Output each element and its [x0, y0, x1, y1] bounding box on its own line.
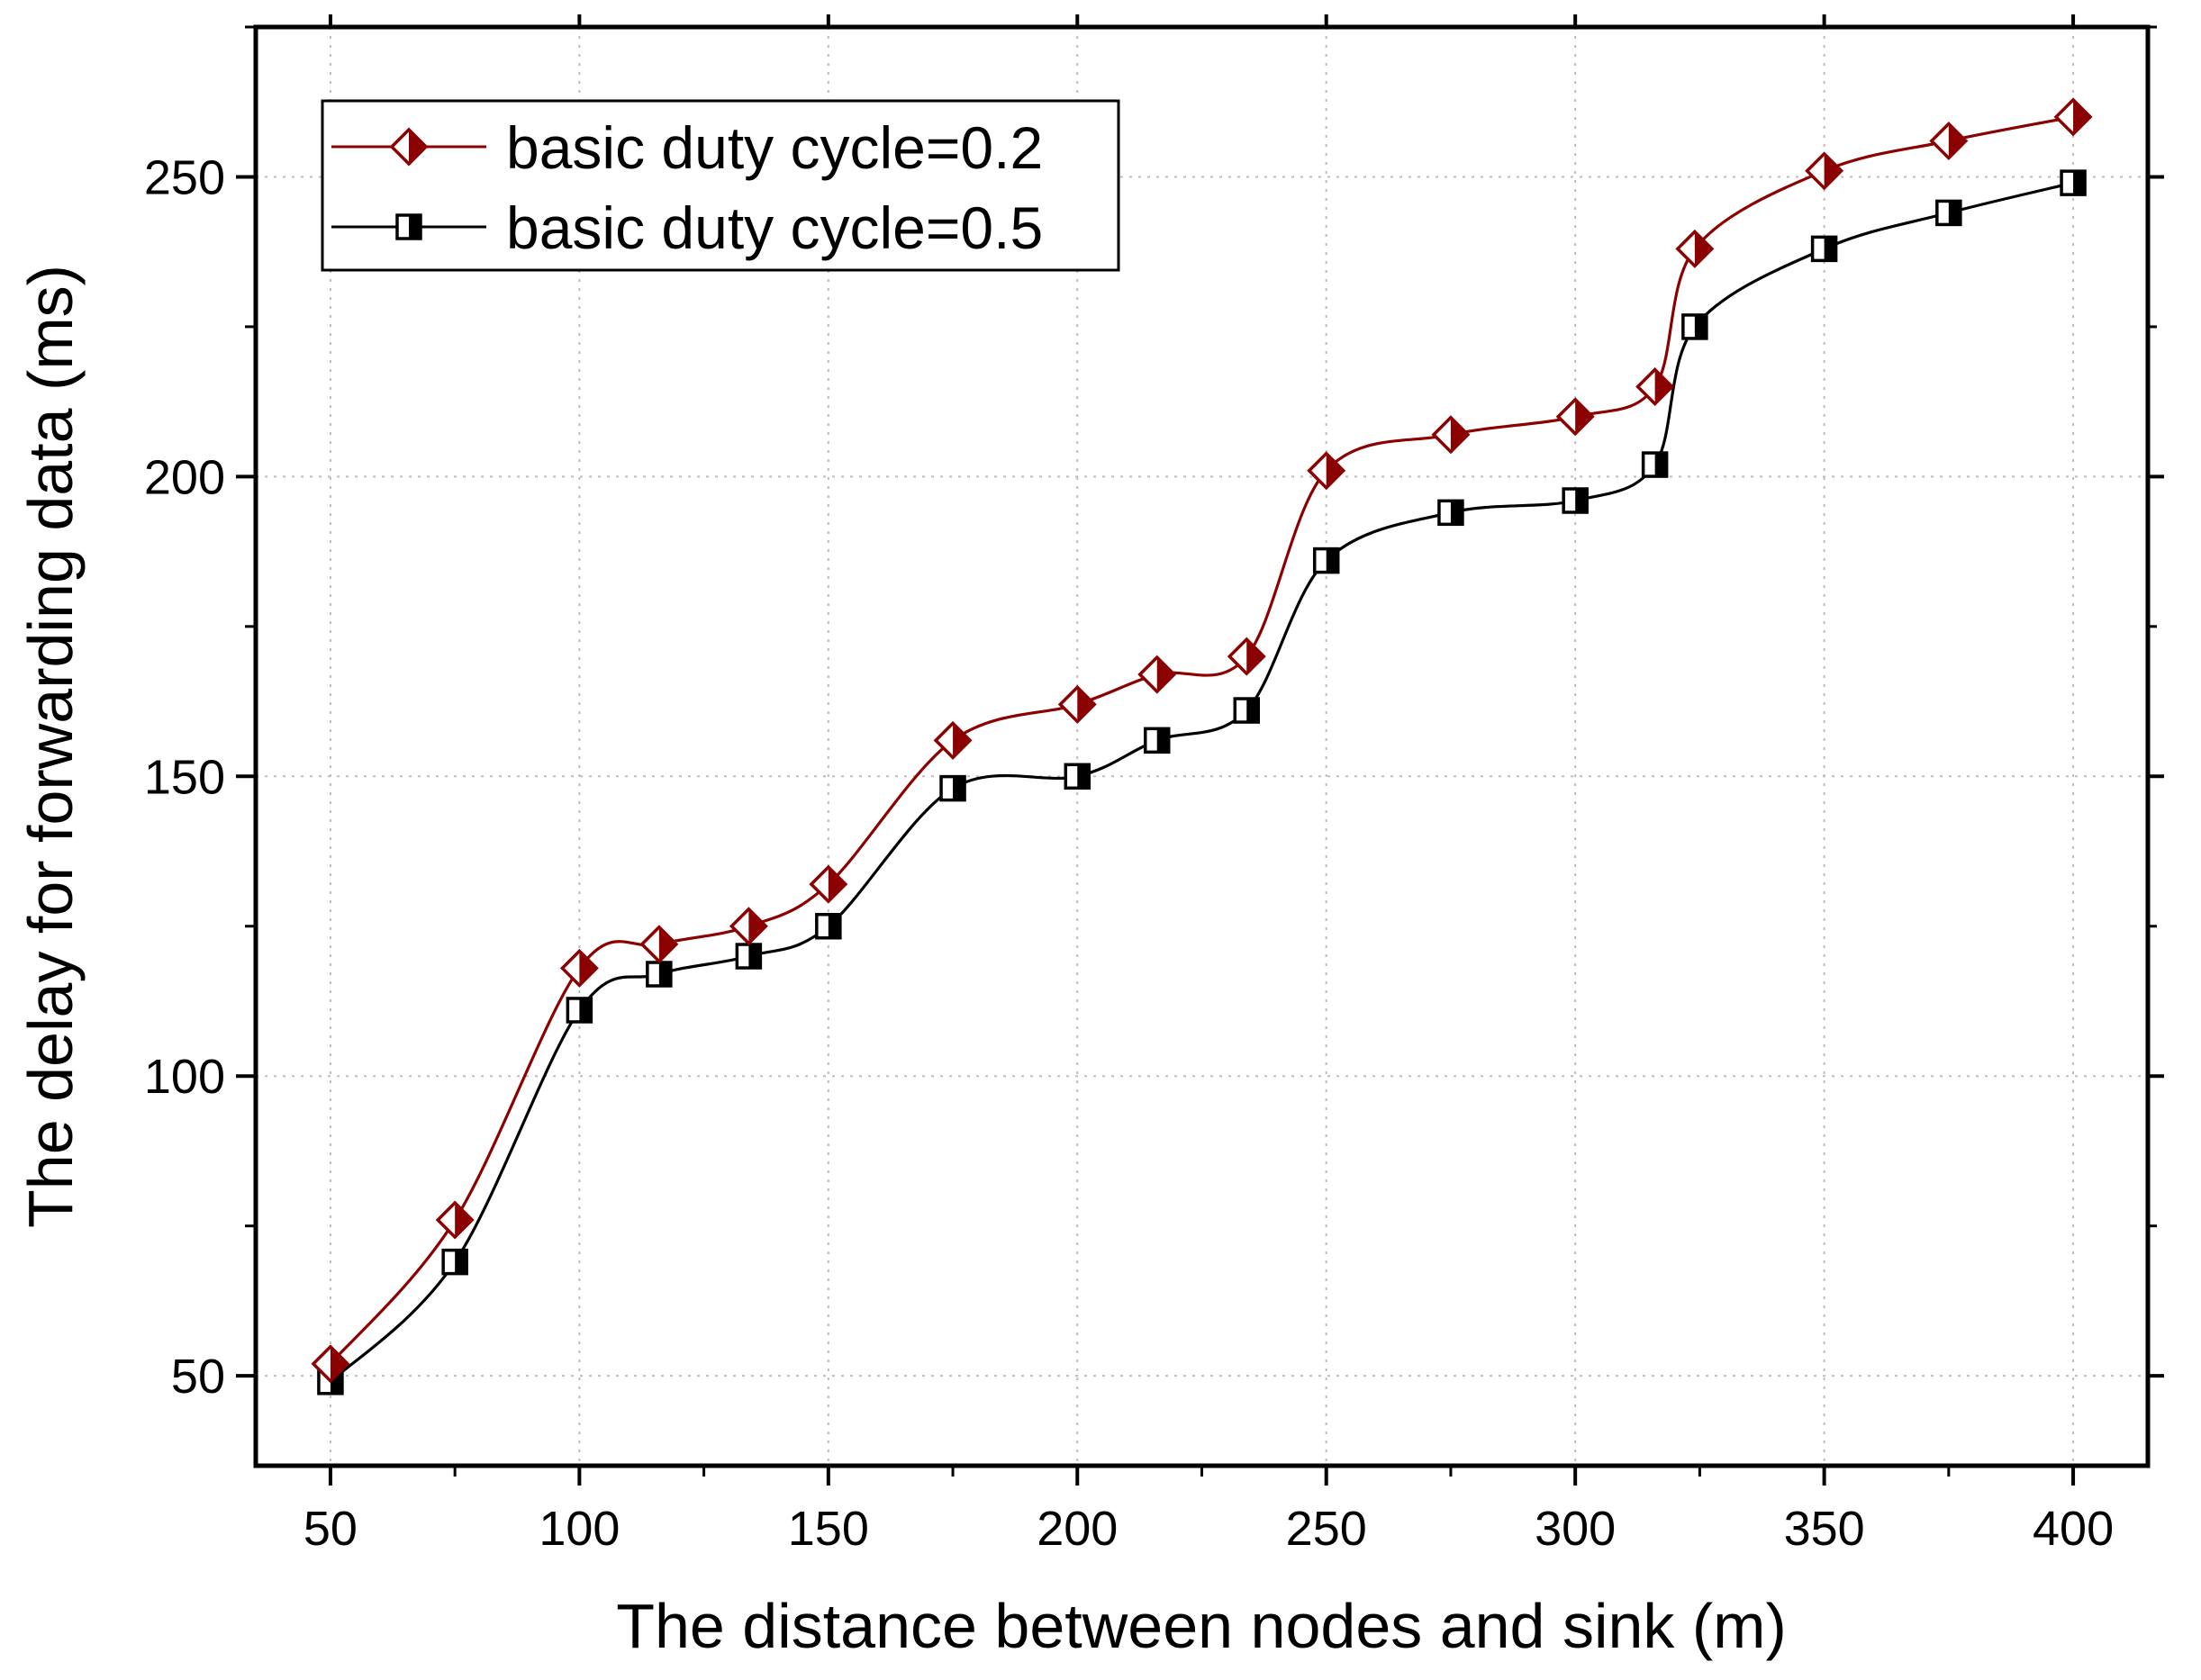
series-1-point	[2053, 97, 2093, 137]
legend-box	[321, 99, 1120, 272]
series-2-point	[1810, 235, 1838, 263]
legend-square-marker	[395, 213, 422, 240]
x-tick-label: 300	[1535, 1502, 1616, 1556]
series-2-point	[1935, 199, 1962, 227]
series-2-point	[815, 913, 842, 940]
series-2-point	[735, 943, 763, 970]
y-tick-label: 100	[144, 1050, 225, 1104]
series-2-point	[1562, 487, 1589, 514]
legend: basic duty cycle=0.2 basic duty cycle=0.…	[321, 99, 1120, 272]
series-1-point	[729, 907, 768, 946]
y-tick-label: 200	[144, 450, 225, 504]
series-2-point	[1143, 727, 1171, 754]
legend-marker-series-1	[389, 127, 429, 167]
series-1-point	[1675, 229, 1715, 268]
series-line-2	[329, 181, 2074, 1383]
series-1-point	[1057, 684, 1097, 724]
series-2-point	[441, 1248, 468, 1276]
x-tick-label: 50	[303, 1502, 358, 1556]
x-tick-label: 350	[1784, 1502, 1865, 1556]
series-2-point	[939, 774, 966, 802]
series-2-point	[1064, 763, 1091, 790]
series-1-point	[1635, 367, 1675, 406]
series-2-point	[1312, 546, 1340, 574]
series-1-point	[435, 1200, 475, 1240]
series-1-point	[933, 720, 973, 760]
series-2-point	[2060, 169, 2087, 196]
series-1-point	[1805, 151, 1844, 191]
series-1-point	[1137, 655, 1177, 694]
series-2-point	[566, 997, 593, 1024]
axis-ticks: 50 100 150 200 250 300 350 400 50 100 150 200 250	[144, 14, 2164, 1556]
series-1-point	[1431, 415, 1471, 455]
series-1-point	[559, 948, 599, 988]
series-1-point	[311, 1344, 350, 1384]
series-2-point	[1681, 313, 1708, 340]
legend-marker-series-2	[395, 213, 422, 240]
series-2-point	[1641, 451, 1669, 478]
series-1-point	[1929, 122, 1969, 160]
y-tick-label: 150	[144, 750, 225, 804]
x-tick-label: 100	[539, 1502, 620, 1556]
series-1-point	[1555, 397, 1595, 437]
series-1-point	[809, 864, 848, 904]
legend-diamond-marker	[389, 127, 429, 167]
x-tick-label: 250	[1286, 1502, 1367, 1556]
series-1-point	[1307, 451, 1346, 491]
series-1-point	[1227, 637, 1266, 676]
x-tick-label: 400	[2033, 1502, 2114, 1556]
series-2-point	[1233, 697, 1261, 724]
series-2-point	[1437, 499, 1464, 527]
series-1-point	[639, 925, 679, 964]
y-tick-label: 50	[171, 1350, 225, 1404]
x-tick-label: 150	[788, 1502, 869, 1556]
x-axis-title: The distance between nodes and sink (m)	[616, 1591, 1787, 1661]
legend-label-series-1: basic duty cycle=0.2	[506, 114, 1043, 181]
y-tick-label: 250	[144, 150, 225, 204]
y-axis-title: The delay for forwarding data (ms)	[15, 265, 86, 1228]
legend-label-series-2: basic duty cycle=0.5	[506, 194, 1043, 261]
x-tick-label: 200	[1037, 1502, 1118, 1556]
marker-group	[311, 97, 2093, 1395]
series-2-point	[646, 961, 673, 988]
